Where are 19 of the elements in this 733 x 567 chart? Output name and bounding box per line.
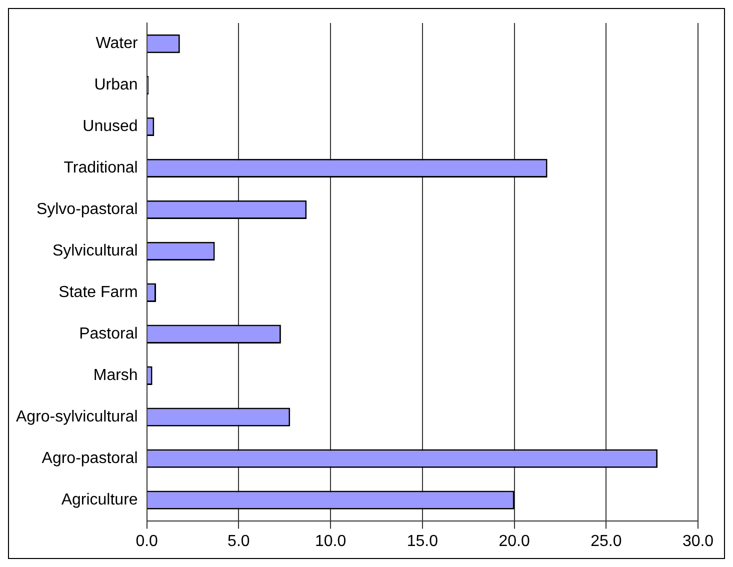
x-tick-label: 0.0 bbox=[136, 532, 158, 550]
y-tick-label: Marsh bbox=[93, 367, 138, 384]
x-tick-label: 25.0 bbox=[590, 532, 622, 550]
y-tick-label: Traditional bbox=[64, 160, 138, 177]
y-tick-label: Agriculture bbox=[61, 491, 138, 508]
y-tick-label: Agro-pastoral bbox=[42, 450, 138, 467]
y-tick-label: Urban bbox=[94, 76, 138, 94]
x-tick-label: 5.0 bbox=[228, 532, 250, 550]
x-tick-label: 30.0 bbox=[682, 532, 714, 550]
y-tick-label: State Farm bbox=[58, 284, 138, 302]
x-tick-label: 20.0 bbox=[498, 532, 530, 550]
x-tick-label: 10.0 bbox=[314, 532, 346, 550]
y-tick-label: Agro-sylvicultural bbox=[16, 408, 138, 426]
x-tick-label: 15.0 bbox=[406, 532, 438, 550]
y-tick-label: Sylvo-pastoral bbox=[36, 201, 138, 218]
y-tick-label: Unused bbox=[82, 118, 138, 136]
y-tick-label: Pastoral bbox=[79, 326, 138, 343]
y-tick-label: Sylvicultural bbox=[52, 242, 138, 260]
y-tick-label: Water bbox=[96, 35, 138, 52]
